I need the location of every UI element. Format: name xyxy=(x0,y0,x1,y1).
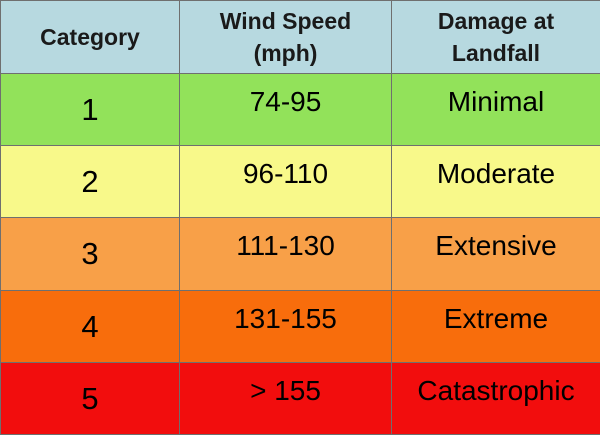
table-row: 5 > 155 Catastrophic xyxy=(0,361,600,435)
header-category: Category xyxy=(0,0,180,74)
header-category-text: Category xyxy=(40,24,140,50)
damage-cell: Extensive xyxy=(391,217,600,291)
wind-speed-cell: 96-110 xyxy=(179,145,392,219)
category-cell: 3 xyxy=(0,217,180,291)
category-cell: 1 xyxy=(0,72,180,147)
table-body: 1 74-95 Minimal 2 96-110 Moderate 3 111-… xyxy=(0,72,600,435)
wind-speed-cell: > 155 xyxy=(179,361,392,435)
damage-cell: Extreme xyxy=(391,289,600,363)
damage-cell: Catastrophic xyxy=(391,361,600,435)
category-cell: 4 xyxy=(0,289,180,363)
header-wind-speed-line-2: (mph) xyxy=(253,40,318,66)
wind-speed-cell: 131-155 xyxy=(179,289,392,363)
damage-cell: Moderate xyxy=(391,145,600,219)
header-damage: Damage at Landfall xyxy=(391,0,600,74)
category-cell: 5 xyxy=(0,361,180,435)
header-damage-line-1: Damage at xyxy=(437,8,555,34)
table-row: 3 111-130 Extensive xyxy=(0,217,600,291)
table-row: 1 74-95 Minimal xyxy=(0,72,600,147)
table-row: 4 131-155 Extreme xyxy=(0,289,600,363)
header-wind-speed: Wind Speed (mph) xyxy=(179,0,392,74)
wind-speed-cell: 111-130 xyxy=(179,217,392,291)
wind-speed-cell: 74-95 xyxy=(179,72,392,147)
damage-cell: Minimal xyxy=(391,72,600,147)
table-header: Category Wind Speed (mph) Damage at Land… xyxy=(0,0,600,74)
header-damage-line-2: Landfall xyxy=(451,40,541,66)
table-row: 2 96-110 Moderate xyxy=(0,145,600,219)
header-row: Category Wind Speed (mph) Damage at Land… xyxy=(0,0,600,74)
category-cell: 2 xyxy=(0,145,180,219)
header-wind-speed-line-1: Wind Speed xyxy=(219,8,352,34)
